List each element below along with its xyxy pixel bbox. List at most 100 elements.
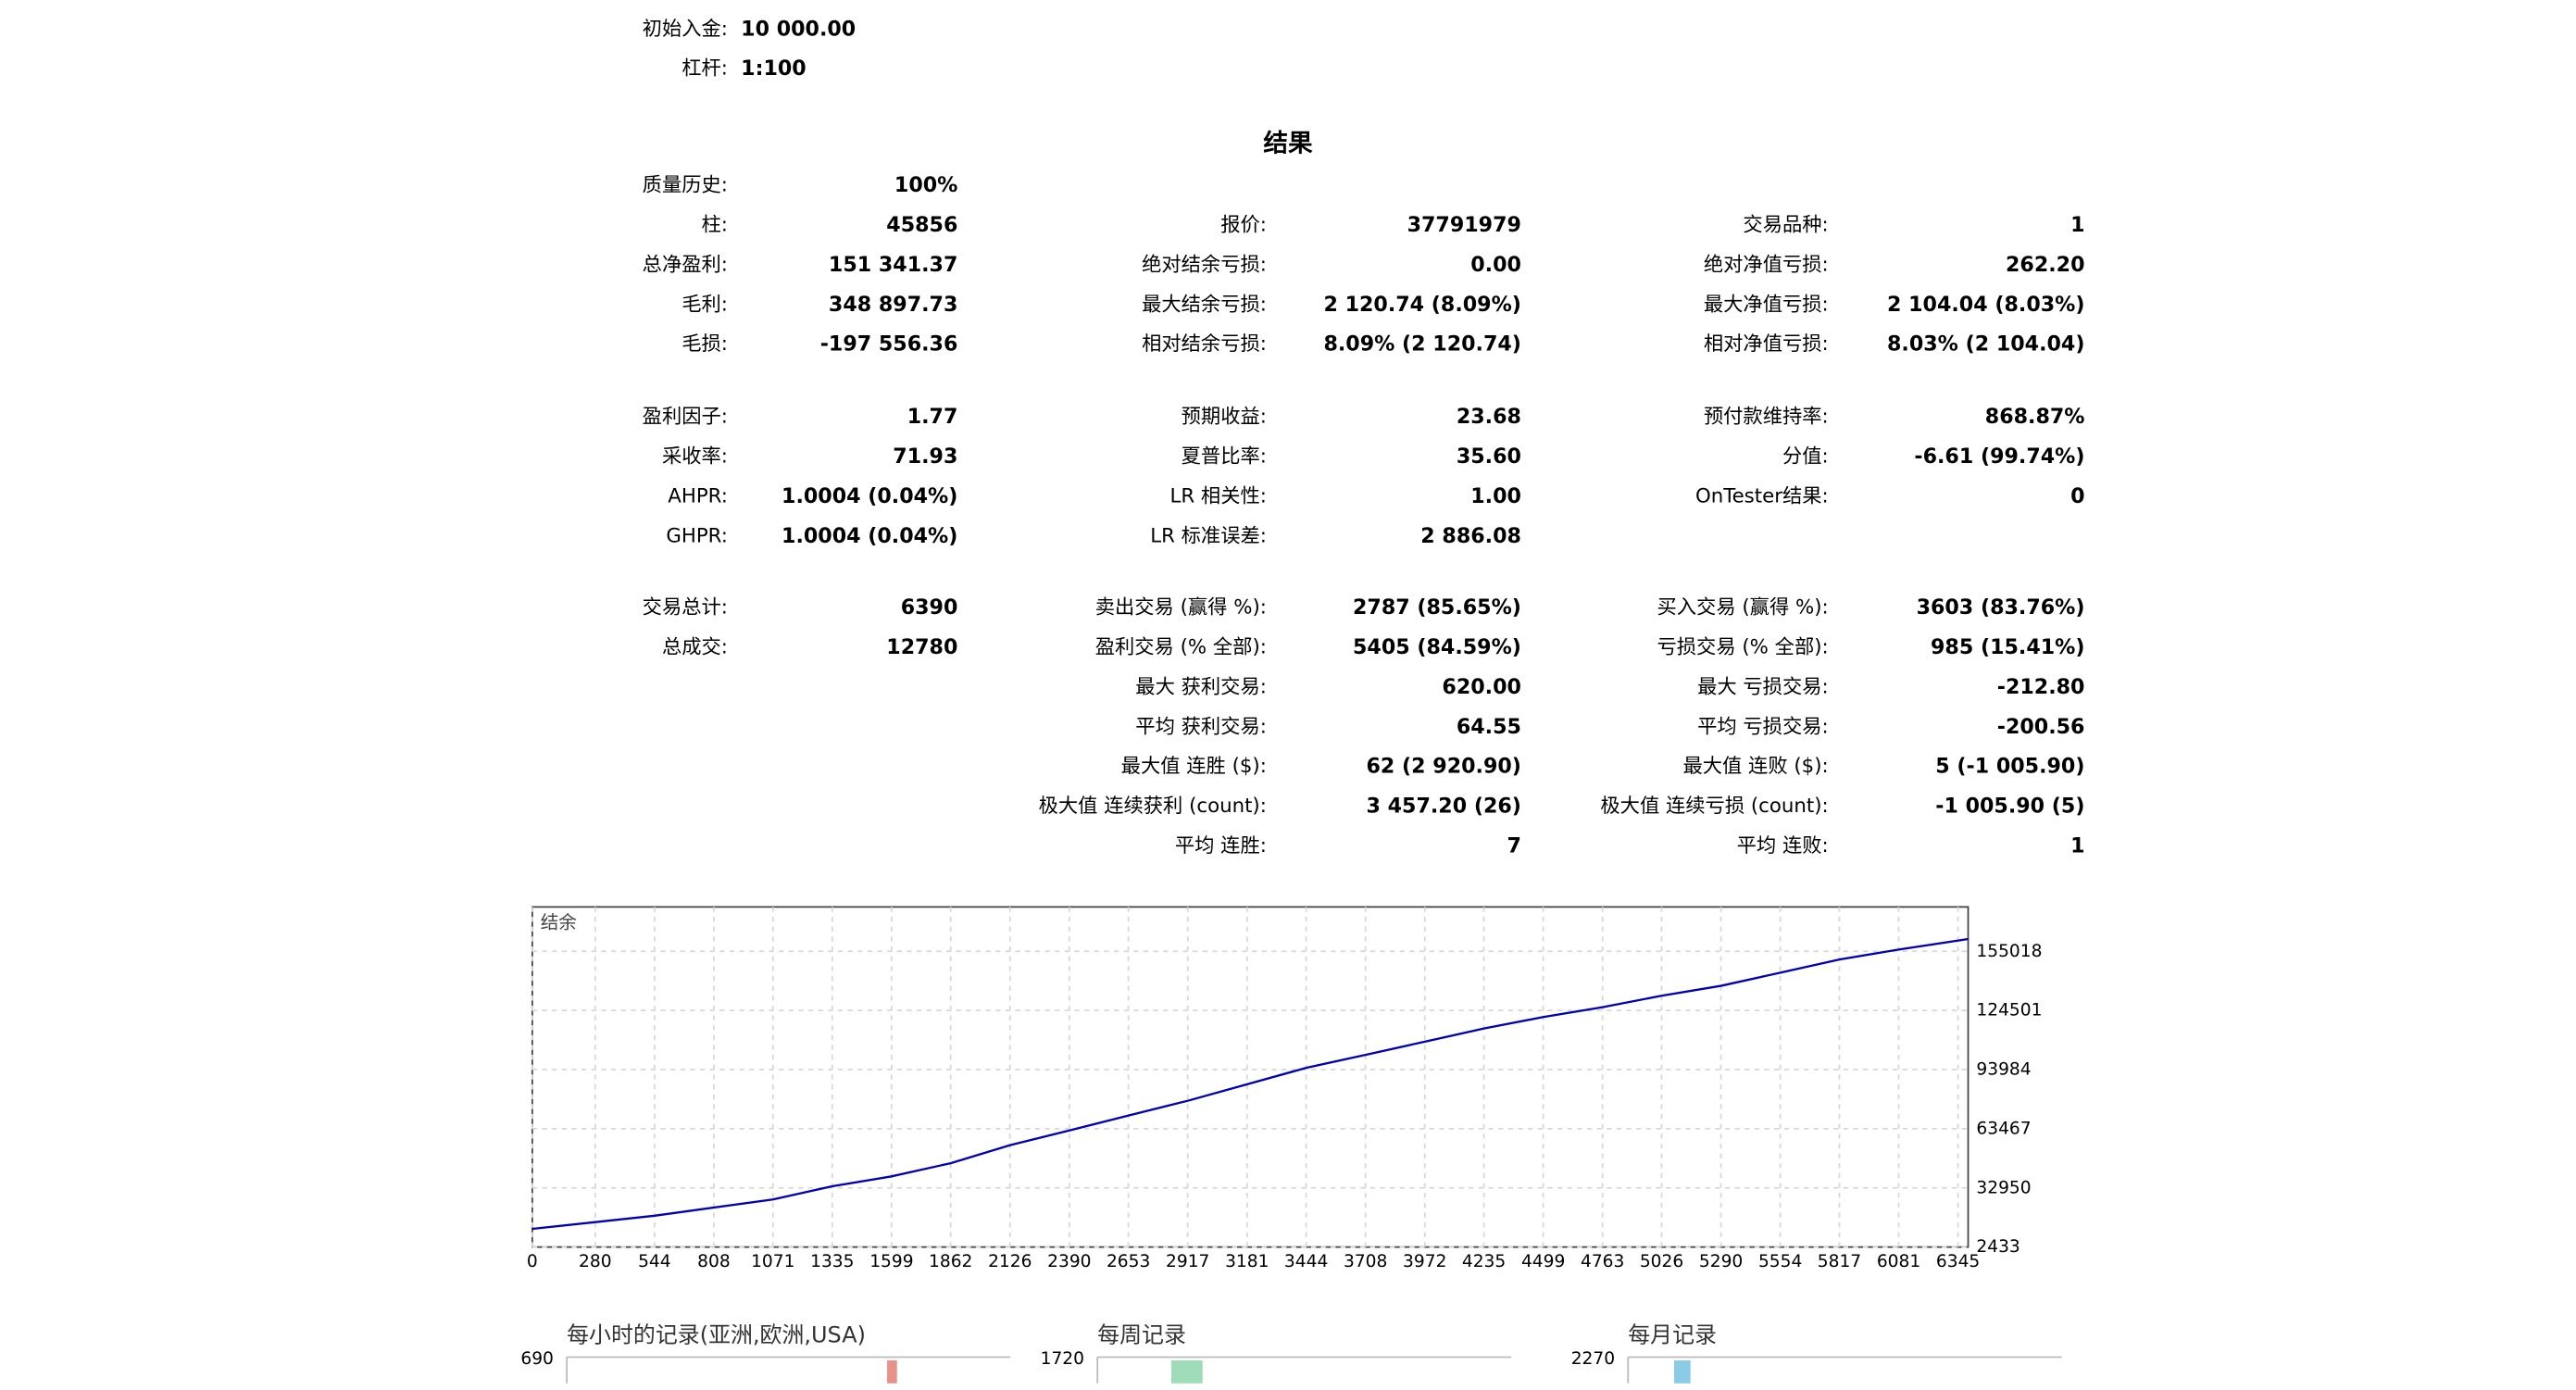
stat-label: 采收率: (662, 445, 728, 469)
x-tick-label: 4763 (1581, 1252, 1624, 1271)
x-tick-label: 5554 (1758, 1252, 1802, 1271)
field-value: 1:100 (741, 56, 807, 81)
y-tick-label: 32950 (1976, 1178, 2031, 1197)
stat-value: 2 104.04 (8.03%) (1887, 293, 2084, 317)
stat-label: 平均 连胜: (1175, 834, 1267, 858)
stat-value: 12780 (886, 635, 957, 659)
x-tick-label: 1071 (751, 1252, 794, 1271)
stat-label: AHPR: (668, 485, 728, 508)
chart-title: 结余 (541, 912, 578, 933)
histogram-title: 每月记录 (1628, 1321, 1717, 1347)
chart-frame (531, 906, 1970, 1248)
month-bar (1673, 1360, 1691, 1384)
stat-value: 0.00 (1470, 253, 1521, 277)
stat-value: 71.93 (893, 445, 957, 469)
stat-value: 0 (2070, 484, 2084, 508)
stat-value: 1.0004 (0.04%) (782, 484, 957, 508)
stat-value: 8.03% (2 104.04) (1887, 332, 2084, 357)
stat-label: 预期收益: (1182, 406, 1267, 429)
x-tick-label: 2653 (1107, 1252, 1150, 1271)
x-tick-label: 6345 (1936, 1252, 1980, 1271)
stat-value: 1 (2070, 834, 2084, 858)
stat-value: 35.60 (1457, 445, 1521, 469)
x-tick-label: 808 (697, 1252, 731, 1271)
stat-label: 柱: (702, 213, 728, 236)
stat-label: 极大值 连续获利 (count): (1039, 795, 1267, 818)
stat-label: 最大值 连胜 ($): (1121, 755, 1267, 778)
stat-label: GHPR: (666, 524, 728, 547)
stat-label: 夏普比率: (1182, 445, 1267, 469)
stat-label: 分值: (1782, 445, 1829, 469)
stat-label: LR 标准误差: (1150, 524, 1267, 547)
stat-value: 3 457.20 (26) (1366, 795, 1520, 819)
x-tick-label: 1862 (929, 1252, 972, 1271)
stat-label: 最大净值亏损: (1704, 293, 1829, 316)
stat-value: 1.00 (1470, 484, 1521, 508)
stat-value: -212.80 (1997, 675, 2085, 699)
stat-value: 3603 (83.76%) (1917, 595, 2085, 620)
field-value: 10 000.00 (741, 17, 856, 41)
y-tick-label: 93984 (1976, 1060, 2031, 1080)
stat-value: 868.87% (1985, 405, 2085, 429)
stat-value: -197 556.36 (820, 332, 958, 357)
stat-value: 64.55 (1457, 715, 1521, 739)
x-tick-label: 3444 (1284, 1252, 1328, 1271)
stat-label: 最大 亏损交易: (1697, 675, 1829, 698)
stat-value: 262.20 (2006, 253, 2085, 277)
stat-value: -200.56 (1997, 715, 2085, 739)
stat-value: 151 341.37 (829, 253, 957, 277)
stat-value: 1.77 (907, 405, 958, 429)
stat-value: 620.00 (1442, 675, 1521, 699)
stat-value: 985 (15.41%) (1931, 635, 2085, 659)
stat-label: 相对结余亏损: (1142, 332, 1267, 356)
x-tick-label: 544 (638, 1252, 671, 1271)
stat-value: 2 120.74 (8.09%) (1323, 293, 1520, 317)
x-tick-label: 0 (527, 1252, 538, 1271)
stat-value: 7 (1507, 834, 1521, 858)
y-tick-label: 124501 (1976, 1001, 2042, 1021)
results-title: 结果 (1263, 130, 1313, 158)
stat-value: 45856 (886, 213, 957, 237)
x-tick-label: 5290 (1699, 1252, 1743, 1271)
stat-label: 相对净值亏损: (1704, 332, 1829, 356)
x-tick-label: 5817 (1818, 1252, 1861, 1271)
stat-value: 5 (-1 005.90) (1935, 755, 2084, 779)
stat-label: 平均 连败: (1737, 834, 1829, 858)
stat-label: 总净盈利: (643, 253, 728, 276)
stat-value: 37791979 (1407, 213, 1521, 237)
histogram-tick-label: 1720 (1041, 1349, 1084, 1369)
stat-value: 100% (894, 173, 957, 197)
stat-label: 买入交易 (赢得 %): (1657, 595, 1828, 619)
stat-value: -6.61 (99.74%) (1914, 445, 2084, 469)
x-tick-label: 1335 (810, 1252, 854, 1271)
stat-value: 6390 (901, 595, 958, 620)
stat-value: 2 886.08 (1420, 524, 1521, 548)
histogram-title: 每小时的记录(亚洲,欧洲,USA) (567, 1321, 866, 1347)
stat-value: 348 897.73 (829, 293, 957, 317)
histogram-tick-label: 690 (520, 1349, 554, 1369)
stat-label: 总成交: (662, 635, 728, 658)
stat-label: 交易品种: (1743, 213, 1828, 236)
stat-label: 毛损: (682, 332, 728, 356)
stat-label: 最大结余亏损: (1142, 293, 1267, 316)
x-tick-label: 5026 (1640, 1252, 1683, 1271)
stat-label: 交易总计: (643, 595, 728, 619)
field-label: 杠杆: (682, 57, 728, 81)
x-tick-label: 2390 (1047, 1252, 1091, 1271)
stat-label: 平均 亏损交易: (1697, 715, 1829, 738)
stat-value: 8.09% (2 120.74) (1323, 332, 1520, 357)
y-tick-label: 2433 (1976, 1237, 2020, 1257)
stat-label: 卖出交易 (赢得 %): (1095, 595, 1267, 619)
hour-bar (887, 1360, 897, 1384)
stat-label: 平均 获利交易: (1135, 715, 1267, 738)
histogram-tick-label: 2270 (1571, 1349, 1615, 1369)
stat-label: OnTester结果: (1695, 485, 1829, 508)
x-tick-label: 3972 (1403, 1252, 1446, 1271)
x-tick-label: 6081 (1877, 1252, 1920, 1271)
x-tick-label: 4235 (1462, 1252, 1506, 1271)
stat-label: 绝对结余亏损: (1142, 253, 1267, 276)
stat-value: 5405 (84.59%) (1353, 635, 1521, 659)
stat-label: 盈利因子: (643, 406, 728, 429)
